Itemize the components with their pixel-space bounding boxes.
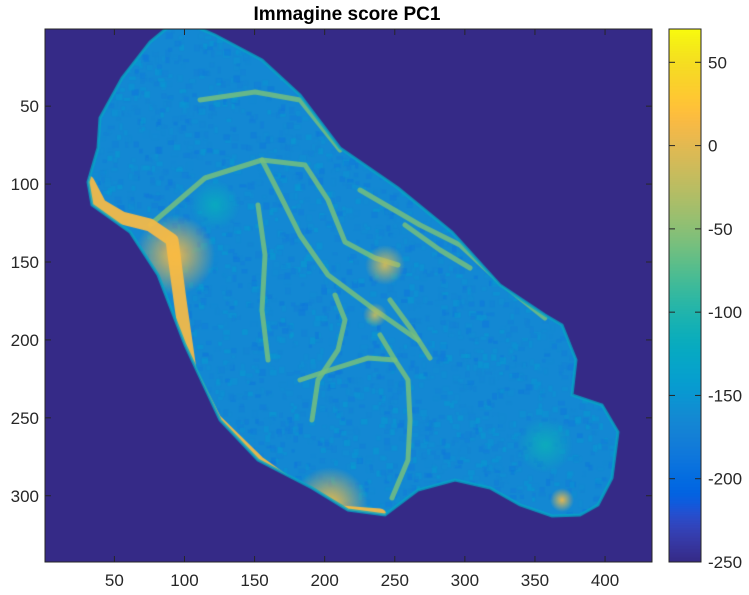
colorbar-tick-label: 50: [708, 53, 727, 72]
image-axes: 50 100 150 200 250 300 350 400 50 100 150 200 250 30…: [11, 29, 652, 590]
x-tick-label: 50: [105, 571, 124, 590]
y-tick-label: 250: [11, 409, 39, 428]
colorbar-gradient: [669, 29, 701, 562]
colorbar-tick-label: -150: [708, 386, 742, 405]
x-tick-label: 350: [521, 571, 549, 590]
y-tick-label: 200: [11, 331, 39, 350]
y-tick-label: 100: [11, 175, 39, 194]
chart-title: Immagine score PC1: [254, 4, 441, 25]
score-image: [45, 29, 652, 562]
colorbar: 50 0 -50 -100 -150 -200 -250: [669, 29, 742, 572]
x-tick-label: 400: [591, 571, 619, 590]
colorbar-tick-label: -50: [708, 220, 733, 239]
y-tick-label: 150: [11, 253, 39, 272]
x-tick-label: 250: [381, 571, 409, 590]
y-tick-label: 300: [11, 487, 39, 506]
x-tick-label: 300: [451, 571, 479, 590]
colorbar-tick-label: -200: [708, 470, 742, 489]
x-tick-label: 200: [310, 571, 338, 590]
colorbar-tick-label: -250: [708, 553, 742, 572]
colorbar-tick-label: 0: [708, 137, 717, 156]
x-tick-label: 100: [170, 571, 198, 590]
colorbar-tick-label: -100: [708, 303, 742, 322]
y-tick-label: 50: [20, 97, 39, 116]
x-tick-label: 150: [240, 571, 268, 590]
